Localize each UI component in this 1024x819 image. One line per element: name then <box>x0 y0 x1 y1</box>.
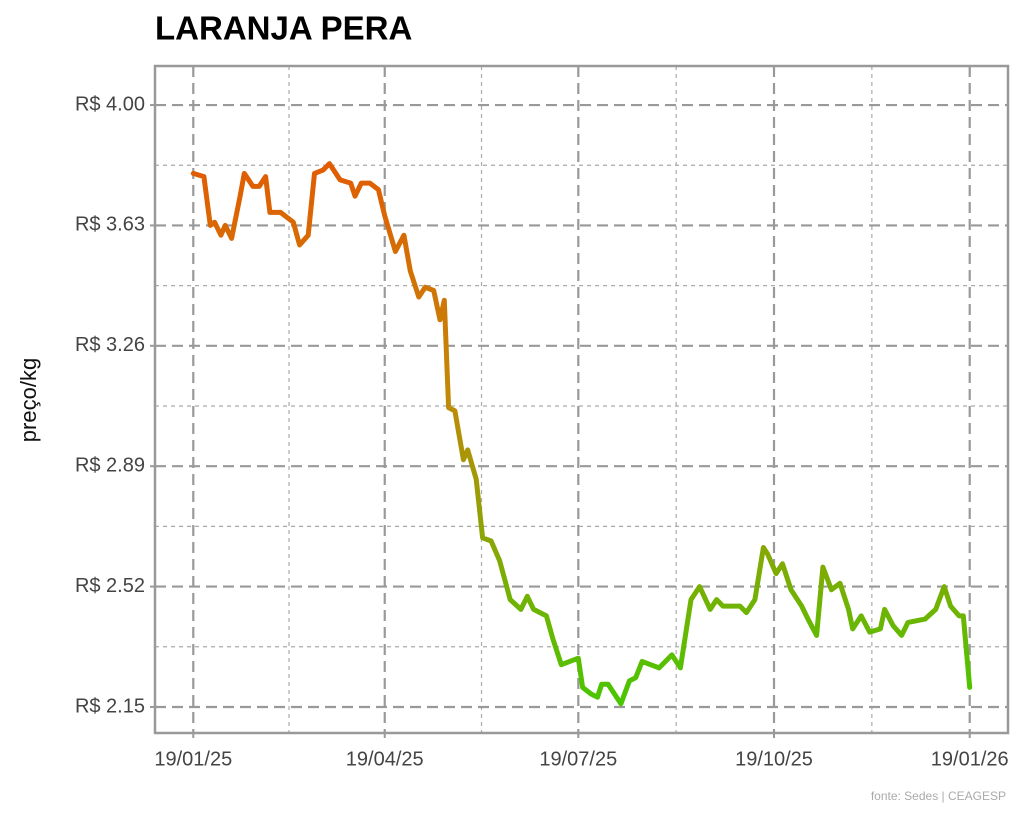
y-tick-label: R$ 3.63 <box>75 214 145 236</box>
source: fonte: Sedes | CEAGESP <box>871 789 1006 803</box>
y-axis-label: preço/kg <box>16 358 41 442</box>
y-tick-label: R$ 2.15 <box>75 695 145 717</box>
x-tick-label: 19/01/26 <box>931 748 1009 770</box>
price-line <box>190 161 973 707</box>
x-tick-label: 19/01/25 <box>154 748 232 770</box>
y-tick-label: R$ 4.00 <box>75 93 145 115</box>
y-tick-label: R$ 2.52 <box>75 575 145 597</box>
y-tick-label: R$ 3.26 <box>75 334 145 356</box>
y-tick-label: R$ 2.89 <box>75 454 145 476</box>
x-tick-label: 19/04/25 <box>346 748 424 770</box>
x-tick-label: 19/10/25 <box>735 748 813 770</box>
x-tick-label: 19/07/25 <box>539 748 617 770</box>
plot-border <box>153 64 1010 735</box>
chart-title: LARANJA PERA <box>155 10 412 47</box>
